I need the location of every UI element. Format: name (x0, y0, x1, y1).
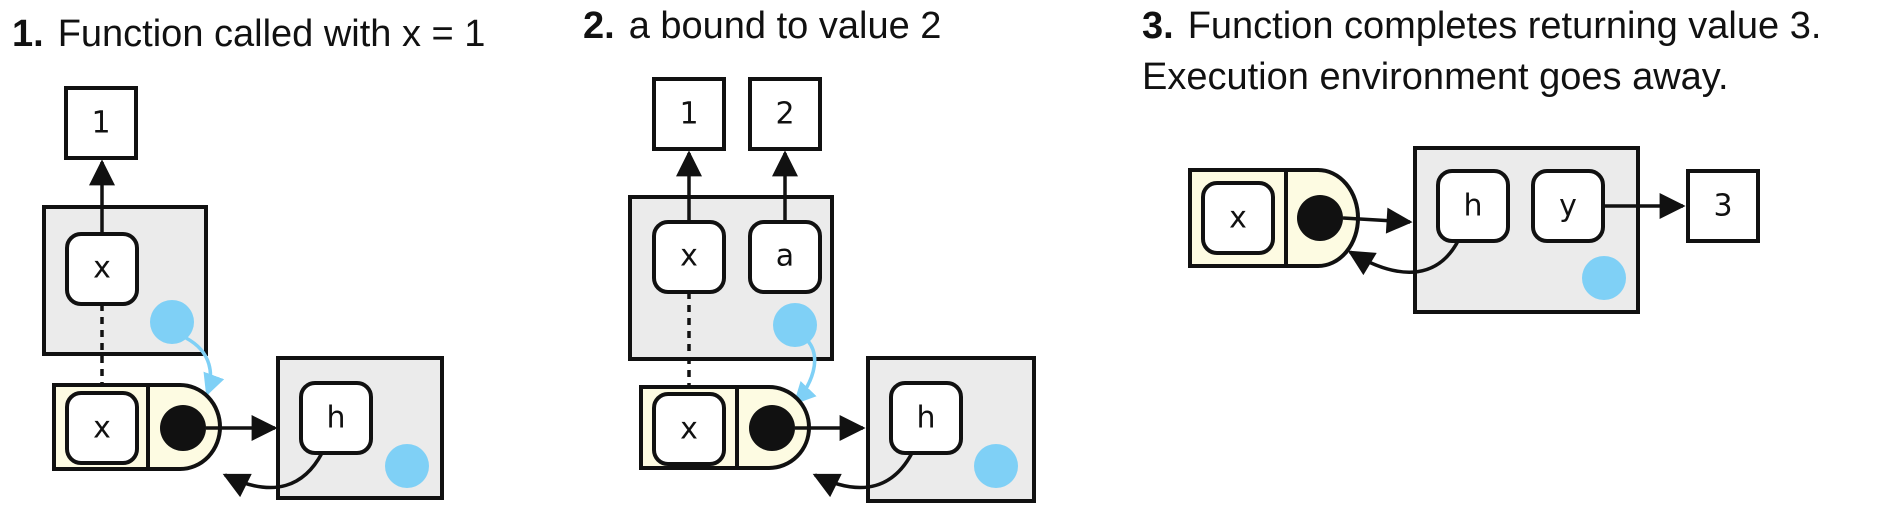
panel-2-parent-arrow (793, 339, 817, 405)
panel-1-binding-h-label: h (326, 401, 345, 436)
panel-2-binding-h (889, 381, 963, 455)
panel-1-caption-text: Function called with x = 1 (58, 13, 486, 55)
panel-2: 2. a bound to value 2 1 2 x a x h (583, 5, 1036, 503)
panel-2-binding-a-label: a (776, 239, 794, 274)
panel-1-parent-arrow (185, 336, 225, 397)
panel-1-binding-h (299, 381, 373, 455)
panel-1-h-arrow (222, 452, 324, 498)
panel-1-caption: 1. Function called with x = 1 (12, 13, 485, 55)
panel-1-function-arg (65, 391, 139, 465)
panel-3-value-box-3 (1686, 169, 1760, 243)
panel-2-function-arg-label: x (680, 412, 698, 447)
panel-2-binding-x-label: x (680, 239, 698, 274)
panel-1-value-label-1: 1 (91, 106, 110, 141)
panel-3-function-arg-label: x (1229, 201, 1247, 236)
panel-3-caption-line-1: 3. Function completes returning value 3. (1142, 5, 1821, 47)
panel-1-binding-x-label: x (93, 251, 111, 286)
panel-1-value-box-1 (64, 86, 138, 160)
panel-2-caption: 2. a bound to value 2 (583, 5, 941, 47)
panel-1-function-arg-label: x (93, 411, 111, 446)
panel-2-function-arg (652, 392, 726, 466)
panel-2-binding-h-label: h (916, 401, 935, 436)
panel-3-function-env-dot (1297, 195, 1343, 241)
panel-3-function-env-arrow (1342, 207, 1413, 234)
panel-2-fnenv-parent-dot (974, 444, 1018, 488)
panel-3-caption-line-2: Execution environment goes away. (1142, 56, 1729, 98)
panel-1-env-parent-dot (150, 300, 194, 344)
panel-2-value-label-1: 1 (679, 97, 698, 132)
panel-3-binding-y-label: y (1559, 189, 1577, 224)
panel-2-value-box-1 (652, 77, 726, 151)
panel-1-function-env-dot (160, 405, 206, 451)
panel-1: 1. Function called with x = 1 1 x x h (12, 13, 485, 500)
panel-2-h-arrow (812, 452, 914, 498)
panel-3-fnenv-parent-dot (1582, 256, 1626, 300)
panel-3-h-arrow (1347, 240, 1460, 276)
panel-3-step-number: 3. (1142, 5, 1174, 47)
panel-2-value-box-2 (748, 77, 822, 151)
panel-3-function-arg (1201, 181, 1275, 255)
panel-1-step-number: 1. (12, 13, 44, 55)
panel-3-binding-h-label: h (1463, 189, 1482, 224)
panel-1-fnenv-parent-dot (385, 444, 429, 488)
panel-2-function-env-dot (749, 405, 795, 451)
panel-3-value-label-3: 3 (1713, 189, 1732, 224)
panel-3-binding-h (1436, 169, 1510, 243)
panel-3: 3. Function completes returning value 3.… (1142, 5, 1821, 314)
panel-2-value-label-2: 2 (775, 97, 794, 132)
panel-2-caption-text: a bound to value 2 (629, 5, 942, 47)
panel-2-step-number: 2. (583, 5, 615, 47)
panel-2-env-parent-dot (773, 303, 817, 347)
panel-3-caption-text-1: Function completes returning value 3. (1188, 5, 1822, 47)
